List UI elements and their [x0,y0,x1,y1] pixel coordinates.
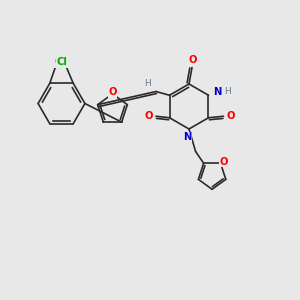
Text: H: H [144,79,151,88]
Text: Cl: Cl [55,57,65,67]
Text: Cl: Cl [56,57,67,67]
Text: O: O [144,111,153,121]
Text: N: N [183,132,192,142]
Text: N: N [213,87,222,97]
Text: O: O [220,157,228,167]
Text: H: H [224,87,230,96]
Text: O: O [189,55,197,65]
Text: O: O [108,87,117,98]
Text: O: O [227,111,235,121]
